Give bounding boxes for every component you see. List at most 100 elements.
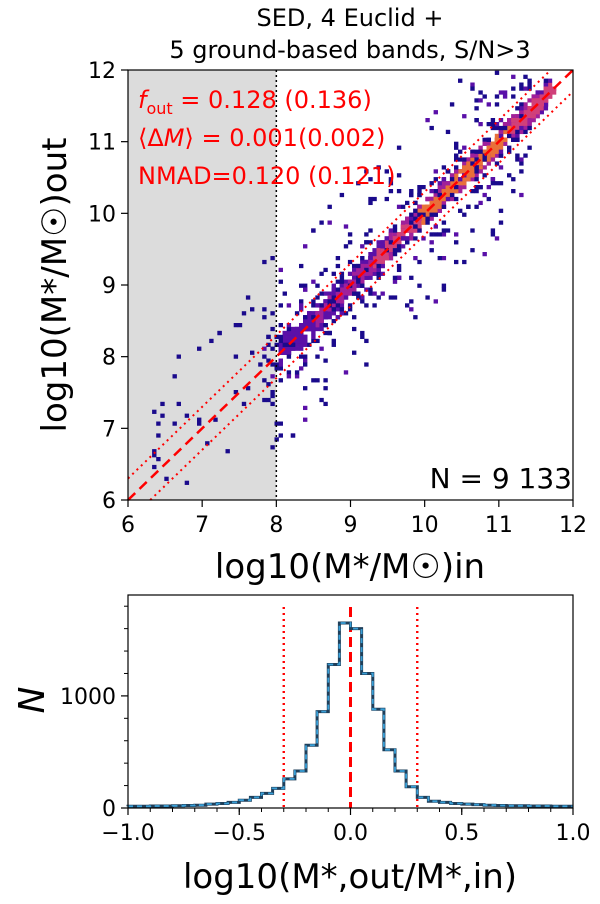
heatmap-cell	[303, 283, 308, 288]
heatmap-cell	[433, 189, 438, 194]
histogram-bin	[328, 665, 339, 809]
y-tick-label: 0	[102, 797, 116, 822]
heatmap-cell	[535, 114, 540, 119]
heatmap-cell	[294, 338, 300, 344]
heatmap-cell	[523, 86, 528, 91]
heatmap-cell	[527, 82, 532, 87]
heatmap-cell	[474, 118, 479, 123]
heatmap-cell	[311, 315, 316, 320]
x-tick-label: 1.0	[556, 821, 591, 846]
x-tick-label: 7	[195, 513, 209, 538]
heatmap-cell	[405, 224, 410, 229]
heatmap-cell	[335, 263, 341, 269]
heatmap-cell	[274, 366, 279, 371]
heatmap-cell	[270, 393, 275, 399]
heatmap-cell	[458, 208, 463, 213]
heatmap-cell	[356, 267, 361, 273]
heatmap-cell	[384, 236, 389, 241]
heatmap-cell	[294, 370, 300, 375]
heatmap-cell	[413, 200, 418, 206]
heatmap-cell	[486, 141, 491, 146]
heatmap-cell	[335, 307, 341, 312]
heatmap-cell	[441, 232, 447, 237]
histogram-bin	[228, 802, 239, 808]
heatmap-cell	[519, 106, 524, 111]
heatmap-cell	[278, 279, 283, 284]
heatmap-cell	[315, 295, 320, 300]
heatmap-cell	[417, 212, 422, 217]
heatmap-cell	[392, 295, 398, 300]
heatmap-cell	[445, 196, 451, 202]
histogram-axis-ticks: −1.0 −0.5 0.0 0.5 1.0 0 1000	[60, 605, 591, 846]
heatmap-cell	[507, 118, 512, 123]
heatmap-cell	[413, 216, 418, 221]
heatmap-cell	[286, 330, 292, 336]
heatmap-cell	[519, 129, 524, 135]
chart-title-line1: SED, 4 Euclid +	[257, 4, 444, 32]
heatmap-cell	[392, 224, 398, 229]
heatmap-cell	[425, 220, 430, 225]
heatmap-cell	[425, 204, 430, 209]
chart-title-line2: 5 ground-based bands, S/N>3	[169, 36, 530, 64]
heatmap-cell	[478, 149, 483, 154]
heatmap-cell	[409, 299, 414, 304]
heatmap-cell	[392, 232, 398, 237]
heatmap-cell	[294, 346, 300, 351]
scatter-y-axis-label: log10(M*/M☉)out	[35, 138, 75, 433]
heatmap-cell	[474, 185, 479, 190]
heatmap-cell	[376, 271, 381, 276]
heatmap-cell	[539, 94, 544, 99]
heatmap-cell	[294, 374, 300, 379]
heatmap-cell	[519, 82, 524, 87]
heatmap-cell	[364, 287, 369, 292]
heatmap-cell	[156, 421, 161, 426]
heatmap-cell	[502, 137, 508, 142]
heatmap-cell	[294, 334, 300, 340]
heatmap-cell	[400, 228, 406, 233]
heatmap-cell	[421, 212, 426, 217]
heatmap-cell	[490, 228, 496, 233]
heatmap-cell	[299, 307, 304, 312]
heatmap-cell	[445, 181, 451, 186]
heatmap-cell	[278, 421, 283, 426]
heatmap-cell	[339, 303, 345, 308]
heatmap-cell	[303, 386, 308, 391]
heatmap-cell	[519, 192, 524, 198]
heatmap-cell	[388, 177, 394, 182]
heatmap-cell	[470, 173, 475, 178]
heatmap-cell	[462, 177, 467, 182]
heatmap-cell	[319, 307, 324, 312]
heatmap-cell	[490, 118, 496, 123]
heatmap-cell	[421, 236, 426, 241]
heatmap-cell	[449, 181, 455, 186]
heatmap-cell	[470, 86, 475, 91]
heatmap-cell	[380, 244, 385, 249]
heatmap-cell	[441, 165, 447, 170]
heatmap-cell	[303, 405, 308, 411]
heatmap-cell	[441, 181, 447, 186]
heatmap-cell	[319, 397, 324, 403]
heatmap-cell	[437, 181, 442, 186]
heatmap-cell	[429, 212, 434, 217]
heatmap-cell	[454, 189, 459, 194]
heatmap-cell	[454, 169, 459, 174]
histogram-bin	[217, 804, 228, 809]
heatmap-cell	[197, 417, 202, 422]
heatmap-cell	[262, 307, 267, 312]
heatmap-cell	[519, 86, 524, 91]
heatmap-cell	[482, 173, 487, 178]
heatmap-cell	[494, 153, 500, 158]
heatmap-cell	[445, 192, 451, 198]
heatmap-cell	[490, 232, 496, 237]
heatmap-cell	[535, 90, 540, 95]
heatmap-cell	[482, 149, 487, 154]
heatmap-cell	[197, 346, 202, 351]
histogram-bin	[428, 801, 439, 808]
heatmap-cell	[205, 441, 210, 446]
heatmap-cell	[303, 358, 308, 363]
heatmap-cell	[172, 374, 177, 379]
heatmap-cell	[360, 330, 365, 336]
heatmap-cell	[384, 256, 389, 261]
heatmap-cell	[494, 133, 500, 139]
heatmap-cell	[315, 319, 320, 324]
